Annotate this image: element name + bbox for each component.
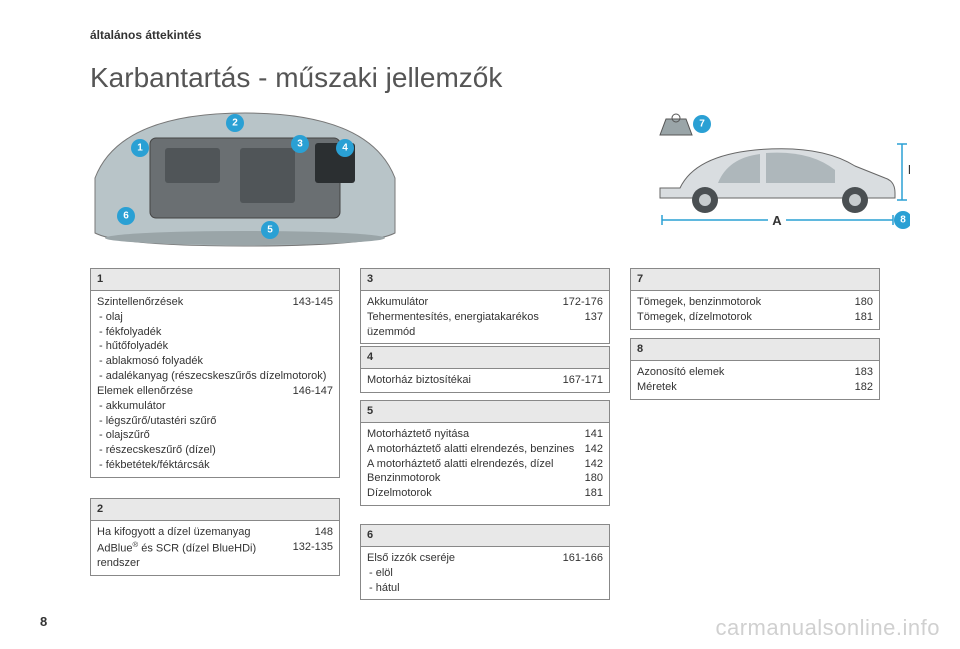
svg-text:3: 3 [297,139,303,150]
info-box-4: 4 Motorház biztosítékai167-171 [360,346,610,393]
info-box-2: 2 Ha kifogyott a dízel üzemanyag148 AdBl… [90,498,340,576]
info-box-7: 7 Tömegek, benzinmotorok180 Tömegek, díz… [630,268,880,330]
box6-list: elöl hátul [367,566,603,596]
dimension-a-label: A [772,213,782,228]
watermark: carmanualsonline.info [715,615,940,641]
info-box-1-header: 1 [91,269,339,291]
info-box-4-header: 4 [361,347,609,369]
page-title: Karbantartás - műszaki jellemzők [90,62,502,94]
svg-text:8: 8 [900,215,906,226]
info-box-8: 8 Azonosító elemek183 Méretek182 [630,338,880,400]
engine-bay-diagram: 1 2 3 4 5 6 [90,108,400,248]
info-box-3: 3 Akkumulátor172-176 Tehermentesítés, en… [360,268,610,344]
box1-list-a: olaj fékfolyadék hűtőfolyadék ablakmosó … [97,310,333,384]
page-number: 8 [40,614,47,629]
dimension-b-label: B [908,162,910,177]
info-box-5-header: 5 [361,401,609,423]
info-box-6-header: 6 [361,525,609,547]
info-box-5: 5 Motorháztető nyitása141 A motorháztető… [360,400,610,506]
page-section-header: általános áttekintés [90,28,201,42]
svg-text:1: 1 [137,143,143,154]
info-box-6: 6 Első izzók cseréje161-166 elöl hátul [360,524,610,600]
adblue-label: AdBlue® és SCR (dízel BlueHDi) rendszer [97,540,285,571]
svg-text:7: 7 [699,119,705,130]
svg-text:4: 4 [342,143,348,154]
svg-text:5: 5 [267,225,273,236]
svg-text:2: 2 [232,118,238,129]
info-box-8-header: 8 [631,339,879,361]
car-side-diagram: 7 B A 8 [650,108,910,238]
svg-text:6: 6 [123,211,129,222]
info-box-7-header: 7 [631,269,879,291]
info-box-1: 1 Szintellenőrzések143-145 olaj fékfolya… [90,268,340,478]
info-box-3-header: 3 [361,269,609,291]
box1-list-b: akkumulátor légszűrő/utastéri szűrő olaj… [97,399,333,473]
info-box-2-header: 2 [91,499,339,521]
